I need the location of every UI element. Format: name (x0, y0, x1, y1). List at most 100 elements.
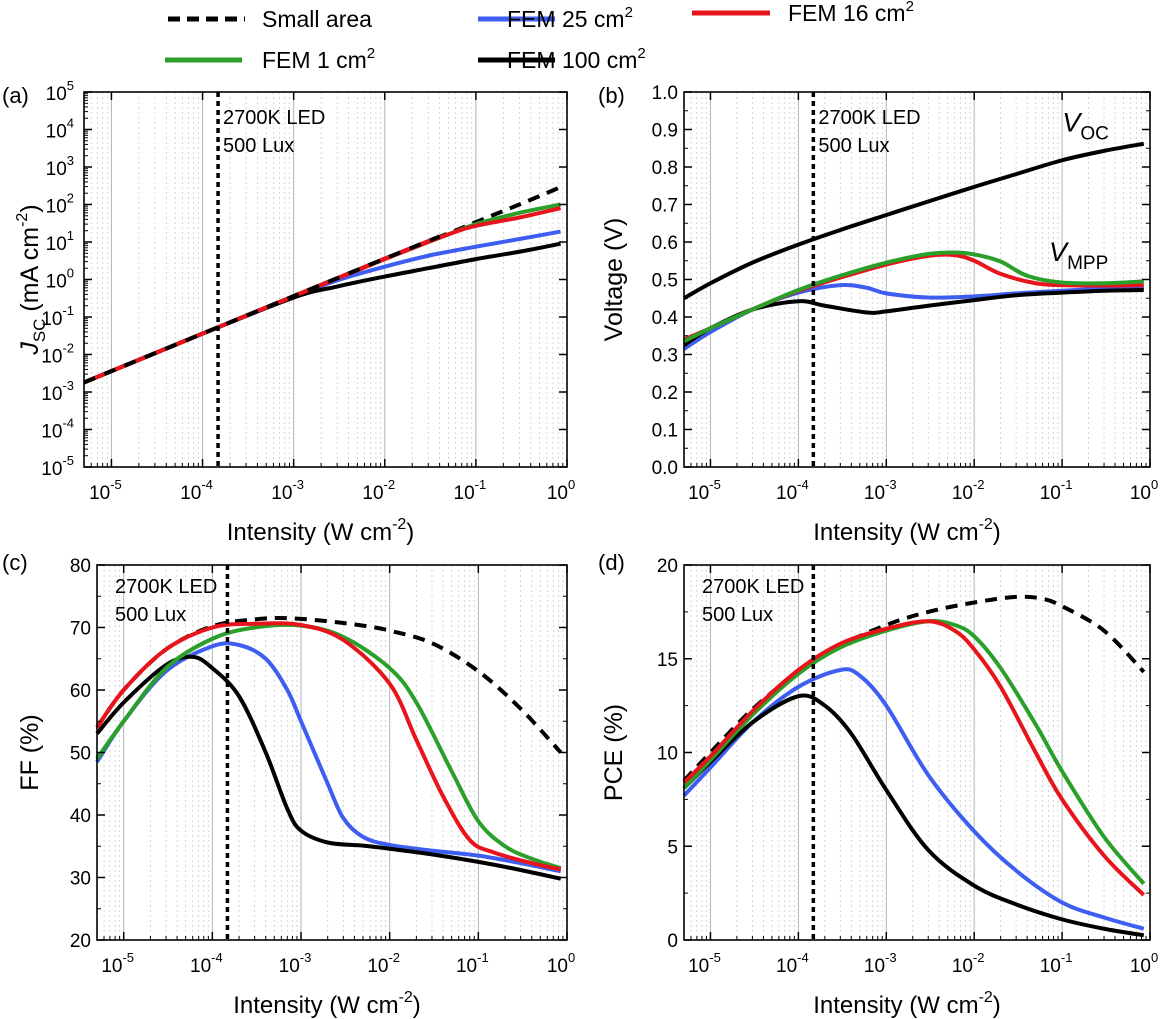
y-tick-label: 10-1 (41, 303, 74, 330)
series-line-under (83, 234, 441, 385)
x-tick-label: 100 (547, 950, 575, 977)
y-tick-label: 10-2 (41, 341, 74, 368)
x-tick-label: 10-4 (776, 950, 809, 977)
y-tick-label: 0.9 (652, 121, 678, 142)
y-tick-label: 100 (46, 266, 74, 293)
y-axis-label: FF (%) (16, 714, 44, 790)
y-tick-label: 50 (70, 744, 91, 765)
x-tick-label: 10-1 (456, 950, 489, 977)
x-tick-label: 10-5 (688, 950, 721, 977)
x-axis-label: Intensity (W cm-2) (813, 989, 1001, 1019)
series-line (83, 229, 561, 385)
x-tick-label: 10-2 (362, 477, 395, 504)
x-axis-label: Intensity (W cm-2) (233, 989, 421, 1019)
marker-label: 2700K LED (702, 576, 804, 598)
series-line (95, 654, 562, 881)
panel-d: (d) 2700K LED 500 Lux 10-5 10-4 10-3 10-2 10-1 1… (598, 550, 1158, 1019)
marker-label: 500 Lux (223, 135, 294, 157)
series-line (95, 615, 563, 754)
series-line (95, 621, 562, 872)
panel-b: (b) 2700K LED 500 Lux VOC VMPP 10-5 10-4 10-3 10… (598, 83, 1158, 546)
y-tick-label: 20 (657, 556, 678, 577)
y-tick-label: 10-4 (41, 416, 74, 443)
y-tick-label: 80 (70, 556, 91, 577)
marker-label: 500 Lux (702, 604, 773, 626)
y-tick-label: 0.5 (652, 271, 678, 292)
panel-c: (c) 2700K LED 500 Lux 10-5 10-4 10-3 10-2 10-1 1… (2, 550, 575, 1019)
series-line (83, 202, 561, 385)
x-tick-label: 100 (1130, 477, 1158, 504)
y-axis-label: PCE (%) (600, 704, 628, 801)
plot-frame (683, 91, 1151, 468)
x-tick-label: 10-5 (101, 950, 134, 977)
x-tick-label: 10-5 (89, 477, 122, 504)
marker-label: 500 Lux (115, 604, 186, 626)
series-line (83, 241, 561, 385)
legend: Small area FEM 25 cm2 FEM 16 cm2 FEM 1 cm2 F… (165, 0, 914, 73)
y-tick-label: 15 (657, 650, 678, 671)
series-line (682, 619, 1146, 897)
x-axis-label: Intensity (W cm-2) (227, 516, 415, 546)
y-tick-label: 0.4 (652, 308, 679, 329)
series-line (83, 206, 562, 385)
x-tick-label: 10-2 (952, 477, 985, 504)
plot-frame (83, 91, 568, 468)
panel-label: (d) (598, 550, 625, 575)
x-tick-label: 10-2 (367, 950, 400, 977)
y-tick-label: 105 (46, 78, 74, 105)
y-tick-label: 0.6 (652, 233, 678, 254)
x-tick-label: 10-3 (864, 477, 897, 504)
series-line (683, 250, 1144, 344)
legend-label: Small area (262, 6, 372, 32)
x-tick-label: 100 (1130, 950, 1158, 977)
y-tick-label: 0.7 (652, 196, 678, 217)
series-line (682, 594, 1146, 783)
y-tick-label: 0.1 (652, 421, 678, 442)
panel-label: (b) (598, 83, 625, 108)
series-line (682, 693, 1145, 938)
series-line (683, 141, 1145, 300)
marker-label: 2700K LED (223, 107, 325, 129)
series-line (682, 282, 1144, 351)
y-tick-label: 0.2 (652, 383, 678, 404)
curve-annotation: VMPP (1049, 237, 1108, 274)
y-tick-label: 103 (46, 153, 74, 180)
y-tick-label: 0 (667, 931, 678, 952)
x-tick-label: 10-2 (952, 950, 985, 977)
y-tick-label: 5 (667, 837, 678, 858)
curve-annotation: VOC (1062, 107, 1109, 144)
x-tick-label: 10-4 (180, 477, 213, 504)
x-tick-label: 10-1 (1040, 950, 1073, 977)
y-tick-label: 60 (70, 681, 91, 702)
series-line (83, 234, 441, 385)
y-tick-label: 104 (46, 116, 74, 143)
x-tick-label: 10-3 (271, 477, 304, 504)
y-tick-label: 10-5 (41, 453, 74, 480)
y-axis-label: JSC (mA cm-2) (14, 204, 49, 355)
y-tick-label: 30 (70, 869, 91, 890)
x-tick-label: 100 (547, 477, 575, 504)
x-tick-label: 10-1 (454, 477, 487, 504)
x-tick-label: 10-3 (864, 950, 897, 977)
y-tick-label: 0.0 (652, 458, 678, 479)
y-tick-label: 40 (70, 806, 91, 827)
series-line (95, 622, 562, 871)
panel-label: (c) (2, 550, 28, 575)
y-tick-label: 0.3 (652, 346, 678, 367)
panel-a: (a) 2700K LED 500 Lux 10-5 10-4 10-3 10-2 10-1 1… (2, 78, 575, 546)
x-tick-label: 10-1 (1040, 477, 1073, 504)
x-tick-label: 10-4 (776, 477, 809, 504)
marker-label: 2700K LED (818, 107, 920, 129)
legend-label: FEM 16 cm2 (788, 0, 914, 26)
series-line (682, 619, 1146, 886)
x-axis-label: Intensity (W cm-2) (813, 516, 1001, 546)
y-tick-label: 70 (70, 619, 91, 640)
y-tick-label: 20 (70, 931, 91, 952)
y-tick-label: 1.0 (652, 83, 678, 104)
legend-label: FEM 100 cm2 (507, 45, 646, 73)
legend-label: FEM 1 cm2 (262, 45, 375, 73)
y-tick-label: 101 (46, 228, 74, 255)
y-tick-label: 10 (657, 744, 678, 765)
marker-label: 2700K LED (115, 576, 217, 598)
